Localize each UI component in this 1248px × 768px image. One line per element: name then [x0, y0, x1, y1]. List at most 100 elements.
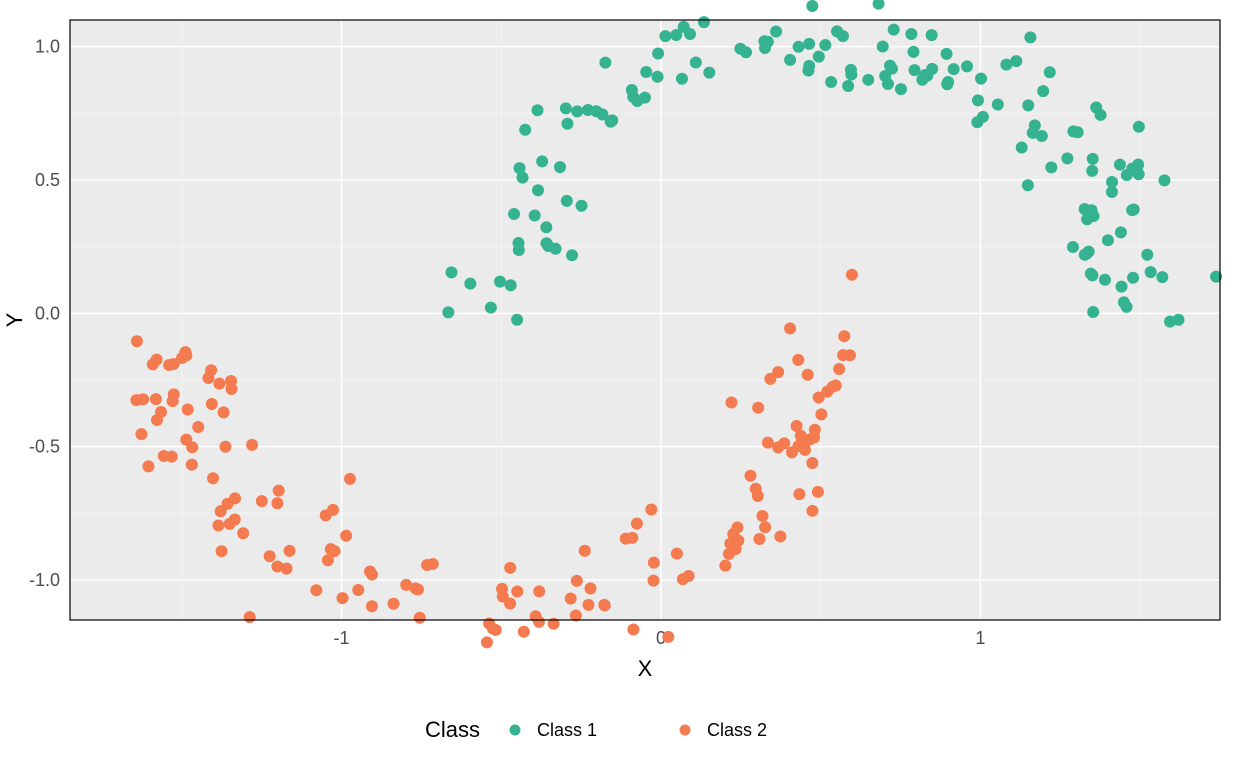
data-point [533, 616, 545, 628]
legend-label: Class 1 [537, 720, 597, 740]
data-point [784, 322, 796, 334]
data-point [518, 626, 530, 638]
data-point [1133, 121, 1145, 133]
y-tick-label: 0.5 [35, 170, 60, 190]
data-point [322, 554, 334, 566]
data-point [1044, 66, 1056, 78]
data-point [703, 67, 715, 79]
data-point [246, 439, 258, 451]
data-point [1141, 249, 1153, 261]
scatter-chart: -101-1.0-0.50.00.51.0XYClassClass 1Class… [0, 0, 1248, 768]
data-point [163, 359, 175, 371]
data-point [596, 108, 608, 120]
legend-swatch [510, 725, 521, 736]
data-point [941, 78, 953, 90]
data-point [812, 486, 824, 498]
data-point [273, 485, 285, 497]
data-point [561, 118, 573, 130]
data-point [256, 495, 268, 507]
data-point [819, 39, 831, 51]
data-point [565, 593, 577, 605]
data-point [652, 71, 664, 83]
data-point [725, 396, 737, 408]
data-point [802, 369, 814, 381]
data-point [1061, 152, 1073, 164]
x-axis-title: X [638, 656, 653, 681]
data-point [631, 95, 643, 107]
data-point [671, 548, 683, 560]
data-point [554, 161, 566, 173]
data-point [670, 29, 682, 41]
data-point [504, 598, 516, 610]
data-point [919, 69, 931, 81]
data-point [167, 395, 179, 407]
data-point [833, 363, 845, 375]
data-point [244, 611, 256, 623]
data-point [496, 583, 508, 595]
data-point [207, 472, 219, 484]
data-point [838, 330, 850, 342]
data-point [1086, 165, 1098, 177]
data-point [186, 459, 198, 471]
data-point [325, 543, 337, 555]
data-point [793, 488, 805, 500]
legend-label: Class 2 [707, 720, 767, 740]
data-point [926, 29, 938, 41]
data-point [216, 545, 228, 557]
data-point [846, 269, 858, 281]
data-point [560, 102, 572, 114]
data-point [877, 41, 889, 53]
data-point [284, 545, 296, 557]
data-point [1132, 159, 1144, 171]
data-point [645, 503, 657, 515]
data-point [1127, 272, 1139, 284]
data-point [1128, 204, 1140, 216]
data-point [414, 612, 426, 624]
data-point [803, 38, 815, 50]
data-point [130, 394, 142, 406]
data-point [142, 460, 154, 472]
legend-swatch [680, 725, 691, 736]
data-point [683, 570, 695, 582]
legend-title: Class [425, 717, 480, 742]
data-point [842, 80, 854, 92]
data-point [271, 497, 283, 509]
data-point [340, 530, 352, 542]
data-point [366, 600, 378, 612]
data-point [948, 63, 960, 75]
data-point [793, 41, 805, 53]
data-point [364, 566, 376, 578]
data-point [485, 302, 497, 314]
data-point [862, 74, 874, 86]
y-tick-label: -1.0 [29, 570, 60, 590]
data-point [972, 94, 984, 106]
data-point [388, 598, 400, 610]
data-point [690, 57, 702, 69]
data-point [135, 428, 147, 440]
data-point [519, 124, 531, 136]
data-point [427, 558, 439, 570]
data-point [481, 636, 493, 648]
data-point [752, 490, 764, 502]
data-point [631, 518, 643, 530]
data-point [511, 314, 523, 326]
data-point [992, 98, 1004, 110]
data-point [808, 431, 820, 443]
data-point [626, 532, 638, 544]
data-point [561, 195, 573, 207]
data-point [219, 441, 231, 453]
data-point [758, 35, 770, 47]
data-point [566, 249, 578, 261]
data-point [727, 528, 739, 540]
data-point [1079, 249, 1091, 261]
data-point [698, 16, 710, 28]
x-tick-label: -1 [334, 628, 350, 648]
data-point [815, 408, 827, 420]
data-point [772, 366, 784, 378]
data-point [224, 518, 236, 530]
data-point [627, 624, 639, 636]
y-axis-title: Y [2, 312, 27, 327]
data-point [659, 30, 671, 42]
data-point [975, 73, 987, 85]
data-point [192, 421, 204, 433]
